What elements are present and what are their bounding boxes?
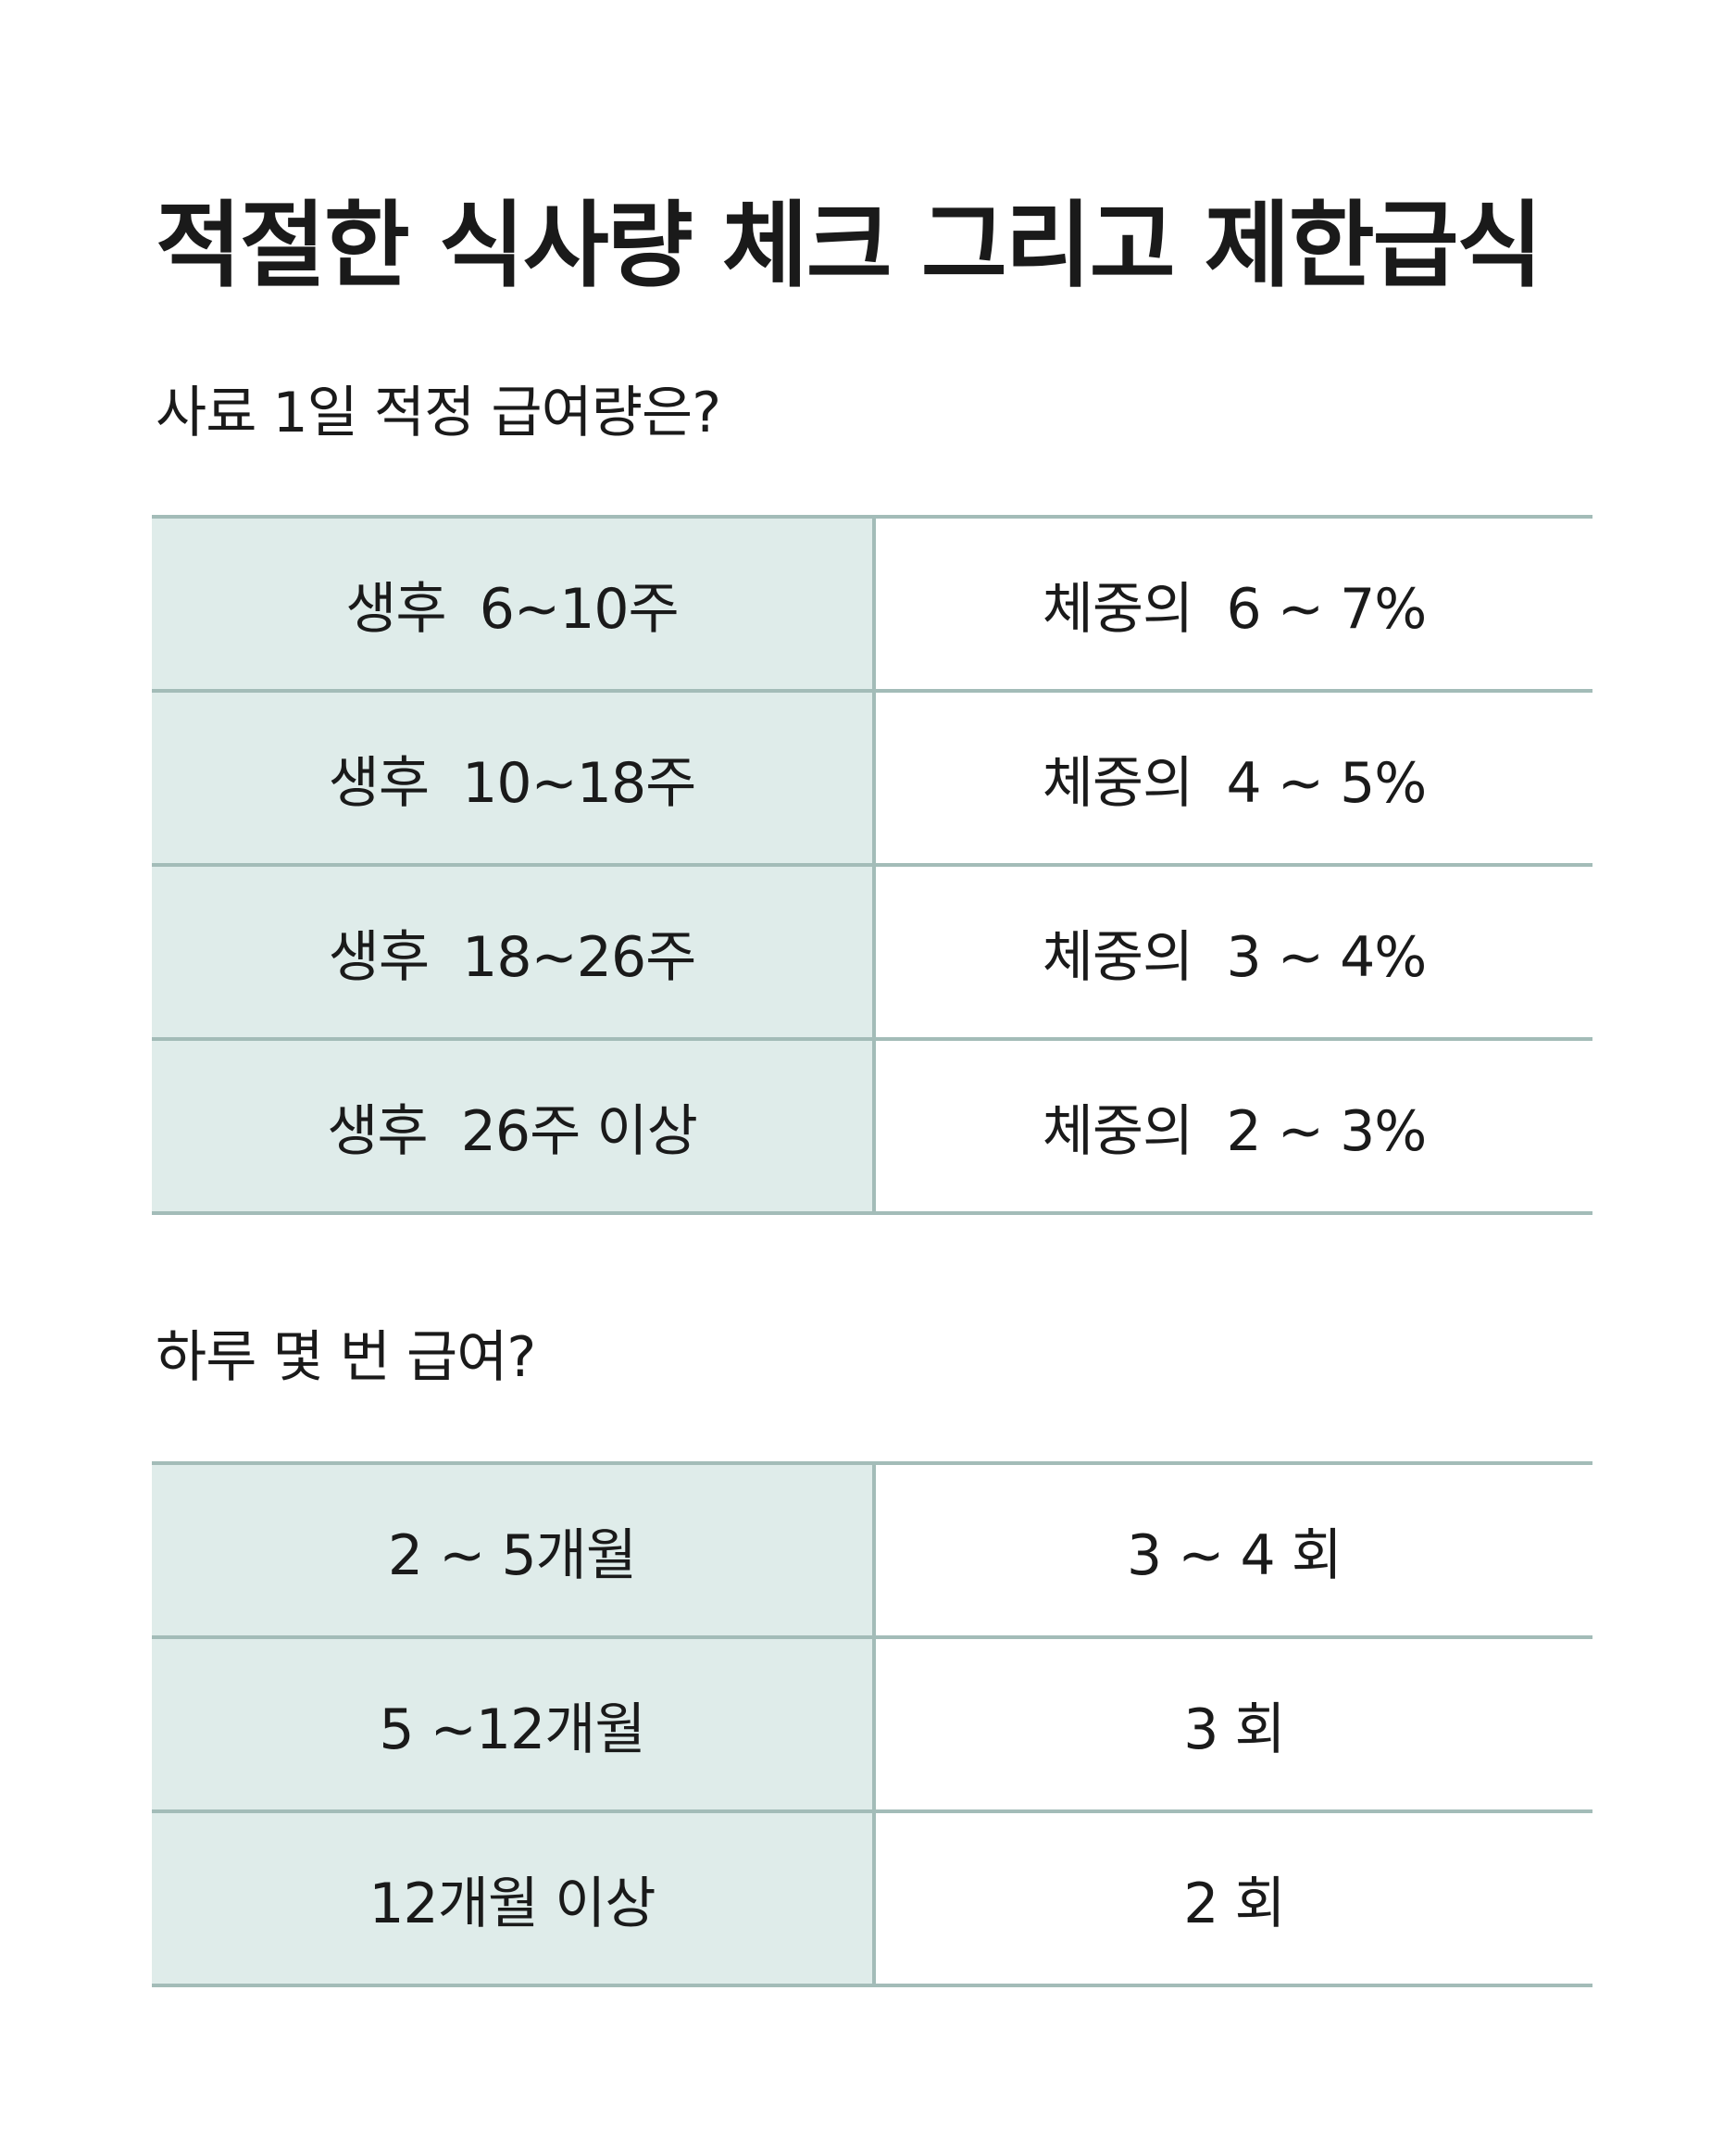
amount-cell: 체중의 3 ~ 4%: [874, 863, 1592, 1041]
daily-amount-heading: 사료 1일 적정 급여량은?: [156, 381, 721, 445]
age-cell: 12개월 이상: [152, 1809, 876, 1987]
table-row: 5 ~12개월 3 회: [152, 1635, 1592, 1813]
amount-cell: 체중의 6 ~ 7%: [874, 515, 1592, 693]
table-row: 2 ~ 5개월 3 ~ 4 회: [152, 1461, 1592, 1639]
times-cell: 3 ~ 4 회: [874, 1461, 1592, 1639]
age-cell: 생후 26주 이상: [152, 1037, 876, 1215]
table-row: 생후 10~18주 체중의 4 ~ 5%: [152, 689, 1592, 867]
daily-amount-table: 생후 6~10주 체중의 6 ~ 7% 생후 10~18주 체중의 4 ~ 5%…: [152, 515, 1592, 1215]
feeding-frequency-table: 2 ~ 5개월 3 ~ 4 회 5 ~12개월 3 회 12개월 이상 2 회: [152, 1461, 1592, 1987]
table-row: 생후 26주 이상 체중의 2 ~ 3%: [152, 1037, 1592, 1215]
table-row: 생후 18~26주 체중의 3 ~ 4%: [152, 863, 1592, 1041]
amount-cell: 체중의 4 ~ 5%: [874, 689, 1592, 867]
page-title: 적절한 식사량 체크 그리고 제한급식: [156, 191, 1542, 300]
table-row: 생후 6~10주 체중의 6 ~ 7%: [152, 515, 1592, 693]
age-cell: 2 ~ 5개월: [152, 1461, 876, 1639]
times-cell: 2 회: [874, 1809, 1592, 1987]
age-cell: 생후 6~10주: [152, 515, 876, 693]
feeding-frequency-heading: 하루 몇 번 급여?: [156, 1325, 536, 1390]
age-cell: 생후 10~18주: [152, 689, 876, 867]
times-cell: 3 회: [874, 1635, 1592, 1813]
amount-cell: 체중의 2 ~ 3%: [874, 1037, 1592, 1215]
age-cell: 5 ~12개월: [152, 1635, 876, 1813]
age-cell: 생후 18~26주: [152, 863, 876, 1041]
table-row: 12개월 이상 2 회: [152, 1809, 1592, 1987]
